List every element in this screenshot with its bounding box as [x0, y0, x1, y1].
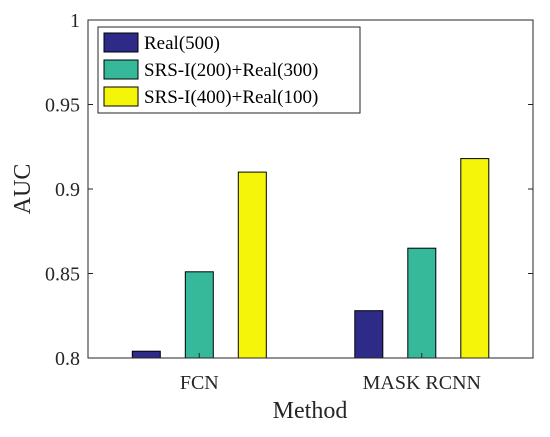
- bars-group: [131, 158, 490, 359]
- legend-swatch-srs400: [103, 86, 139, 107]
- y-tick-label: 0.85: [45, 264, 80, 286]
- legend: Real(500) SRS-I(200)+Real(300) SRS-I(400…: [97, 26, 361, 114]
- bar-2-series-1: [354, 310, 384, 359]
- x-tick-label: MASK RCNN: [363, 372, 481, 394]
- x-axis-title: Method: [273, 398, 348, 424]
- y-tick-label: 0.95: [45, 95, 80, 117]
- y-tick-label: 0.8: [55, 348, 80, 370]
- legend-box: [97, 26, 361, 114]
- bar-2-series-2: [407, 247, 437, 359]
- legend-swatch-srs200: [103, 59, 139, 80]
- bar-1-series-2: [184, 271, 214, 359]
- bar-1-series-1: [131, 350, 161, 359]
- y-axis-title: AUC: [10, 164, 36, 215]
- plot-frame: [87, 19, 534, 359]
- x-tick-label: FCN: [180, 372, 219, 394]
- legend-label-real500: Real(500): [144, 33, 220, 54]
- y-tick-label: 1: [70, 10, 80, 32]
- bar-1-series-3: [237, 171, 267, 359]
- axes-group: FCN MASK RCNN 0.8 0.85 0.9 0.95 1: [45, 10, 534, 394]
- legend-label-srs200: SRS-I(200)+Real(300): [144, 60, 318, 81]
- y-tick-label: 0.9: [55, 179, 80, 201]
- bar-2-series-3: [460, 158, 490, 359]
- legend-swatch-real500: [103, 32, 139, 53]
- legend-label-srs400: SRS-I(400)+Real(100): [144, 87, 318, 108]
